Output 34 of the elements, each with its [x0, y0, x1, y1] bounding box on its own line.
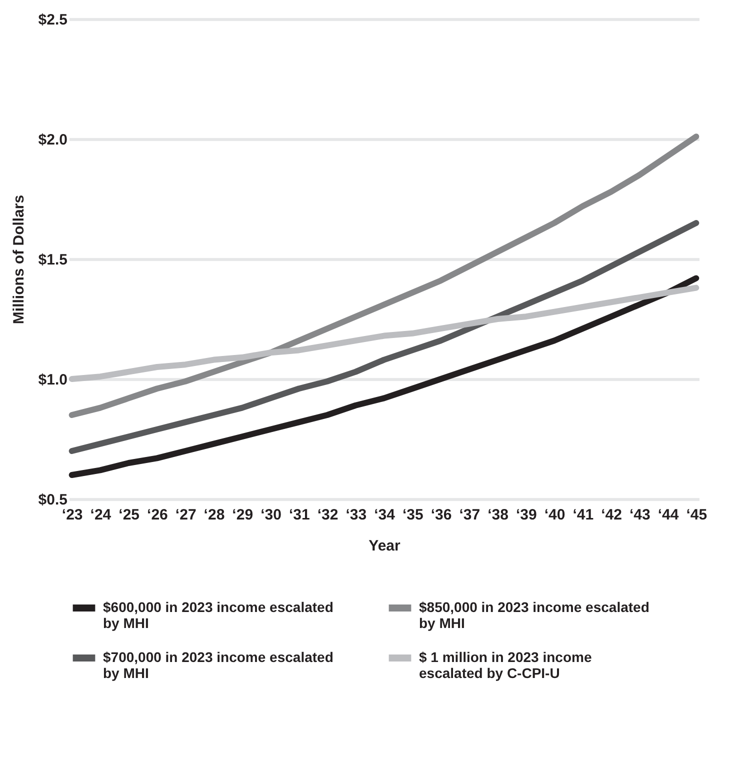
legend-label: $600,000 in 2023 income escalated by MHI [103, 599, 334, 631]
x-tick-label: ‘38 [488, 506, 508, 524]
x-axis-title: Year [368, 538, 401, 554]
y-tick-label: $2.5 [38, 12, 68, 28]
x-tick-label: ‘35 [402, 506, 424, 524]
legend-label: $ 1 million in 2023 income escalated by C-CPI-U [419, 649, 592, 681]
legend-label: $850,000 in 2023 income escalated by MHI [419, 599, 650, 631]
x-tick-label: ‘27 [175, 506, 196, 524]
x-tick-label: ‘42 [601, 506, 622, 524]
x-tick-label: ‘37 [459, 506, 480, 524]
x-tick-label: ‘23 [62, 506, 83, 524]
y-tick-label: $1.5 [38, 252, 68, 268]
x-tick-label: ‘28 [204, 506, 225, 524]
x-tick-label: ‘32 [317, 506, 338, 524]
x-tick-label: ‘30 [260, 506, 282, 524]
x-tick-label: ‘43 [629, 506, 650, 524]
x-tick-label: ‘24 [90, 506, 112, 524]
x-tick-label: ‘31 [288, 506, 310, 524]
y-tick-label: $0.5 [38, 492, 68, 508]
x-tick-label: ‘25 [118, 506, 140, 524]
x-tick-label: ‘29 [232, 506, 254, 524]
legend-label: $700,000 in 2023 income escalated by MHI [103, 649, 334, 681]
x-tick-label: ‘34 [374, 506, 396, 524]
x-tick-label: ‘44 [658, 506, 680, 524]
x-tick-label: ‘36 [430, 506, 452, 524]
x-tick-label: ‘45 [686, 506, 708, 524]
x-tick-label: ‘26 [147, 506, 168, 524]
x-tick-label: ‘40 [544, 506, 566, 524]
y-axis-title: Millions of Dollars [10, 194, 28, 324]
y-tick-label: $2.0 [38, 132, 68, 148]
x-tick-label: ‘39 [516, 506, 537, 524]
x-tick-label: ‘33 [346, 506, 367, 524]
x-tick-label: ‘41 [572, 506, 594, 524]
y-tick-label: $1.0 [38, 372, 68, 388]
